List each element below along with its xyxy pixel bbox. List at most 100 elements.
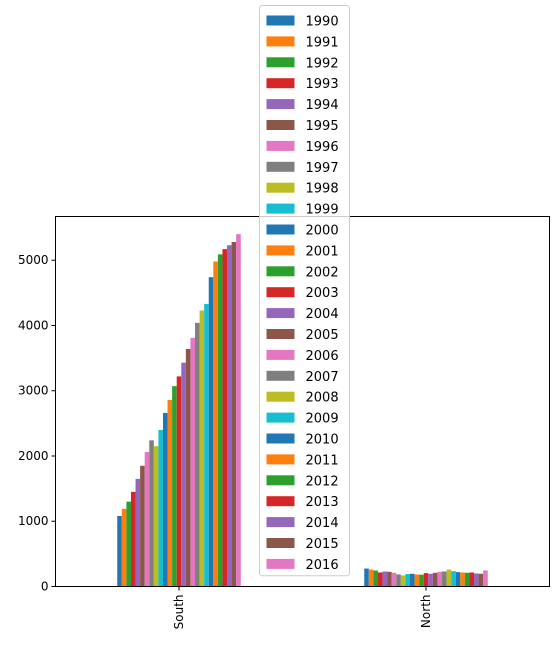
bar-south-2013 bbox=[222, 249, 228, 587]
bar-north-2015 bbox=[478, 573, 484, 587]
bar-north-2016 bbox=[483, 570, 488, 587]
bar-north-2013 bbox=[469, 572, 475, 587]
bar-south-2004 bbox=[181, 362, 186, 587]
bar-south-1995 bbox=[140, 465, 145, 587]
bar-north-2003 bbox=[423, 573, 429, 587]
bar-north-2009 bbox=[451, 571, 456, 587]
legend-label-2013: 2013 bbox=[306, 495, 339, 510]
legend-label-1994: 1994 bbox=[306, 98, 339, 113]
bar-south-2014 bbox=[227, 245, 232, 587]
bar-south-2005 bbox=[185, 348, 191, 587]
legend-label-1999: 1999 bbox=[306, 203, 339, 218]
bar-south-2002 bbox=[172, 386, 177, 587]
legend-label-1996: 1996 bbox=[306, 140, 339, 155]
bar-south-2011 bbox=[213, 261, 218, 587]
legend-label-1995: 1995 bbox=[306, 119, 339, 134]
bar-south-1991 bbox=[121, 508, 127, 587]
legend-swatch-2009 bbox=[266, 412, 295, 423]
bar-south-1994 bbox=[135, 478, 141, 587]
legend-swatch-2003 bbox=[266, 287, 295, 298]
bar-south-1992 bbox=[126, 501, 131, 587]
legend-swatch-2000 bbox=[266, 224, 295, 235]
bar-north-2000 bbox=[409, 573, 415, 587]
y-tick-label: 3000 bbox=[18, 384, 49, 398]
y-axis: 0 1000 2000 3000 4000 5000 bbox=[18, 253, 56, 594]
legend-label-2015: 2015 bbox=[306, 537, 339, 552]
legend-swatch-2011 bbox=[266, 454, 295, 465]
legend-label-2009: 2009 bbox=[306, 412, 339, 427]
y-tick-label: 4000 bbox=[18, 318, 49, 332]
legend-label-1993: 1993 bbox=[306, 77, 339, 92]
y-tick-label: 1000 bbox=[18, 514, 49, 528]
legend-swatch-1996 bbox=[266, 140, 295, 151]
legend-swatch-1999 bbox=[266, 203, 295, 214]
legend-swatch-2013 bbox=[266, 496, 295, 507]
legend-label-1992: 1992 bbox=[306, 56, 339, 71]
bar-north-1990 bbox=[364, 568, 369, 587]
legend-swatch-2006 bbox=[266, 349, 295, 360]
bar-south-1997 bbox=[149, 440, 154, 587]
legend-label-2008: 2008 bbox=[306, 391, 339, 406]
bar-south-1998 bbox=[153, 446, 159, 587]
legend-swatch-2014 bbox=[266, 517, 295, 528]
y-tick-label: 2000 bbox=[18, 449, 49, 463]
legend-label-2006: 2006 bbox=[306, 349, 339, 364]
legend-label-2010: 2010 bbox=[306, 433, 339, 448]
bar-north-1995 bbox=[387, 571, 392, 587]
legend-label-2001: 2001 bbox=[306, 244, 339, 259]
legend-swatch-2001 bbox=[266, 245, 295, 256]
legend-swatch-2004 bbox=[266, 308, 295, 319]
bar-south-2001 bbox=[167, 399, 173, 587]
legend-swatch-2010 bbox=[266, 433, 295, 444]
legend-label-2004: 2004 bbox=[306, 307, 339, 322]
bar-north-2001 bbox=[414, 574, 420, 587]
legend-label-2014: 2014 bbox=[306, 516, 339, 531]
bar-south-2010 bbox=[208, 277, 214, 587]
legend-swatch-2002 bbox=[266, 266, 295, 277]
bar-south-2012 bbox=[217, 254, 223, 587]
y-tick-label: 0 bbox=[41, 580, 49, 594]
bar-south-1996 bbox=[144, 452, 150, 587]
bar-north-2002 bbox=[419, 574, 424, 587]
bar-north-1992 bbox=[373, 570, 378, 587]
bar-north-2006 bbox=[437, 571, 443, 587]
legend-label-2002: 2002 bbox=[306, 265, 339, 280]
x-axis: South North bbox=[172, 586, 433, 630]
legend-swatch-2015 bbox=[266, 538, 295, 548]
bar-south-2006 bbox=[190, 337, 196, 587]
legend-label-2012: 2012 bbox=[306, 474, 339, 489]
legend-label-1991: 1991 bbox=[306, 35, 339, 50]
legend-swatch-1992 bbox=[266, 57, 295, 68]
bar-north-2011 bbox=[460, 572, 465, 587]
bar-south-1990 bbox=[117, 516, 122, 587]
legend-label-2005: 2005 bbox=[306, 328, 339, 343]
bar-south-2009 bbox=[204, 303, 209, 587]
bar-north-2004 bbox=[428, 573, 433, 587]
legend-swatch-1994 bbox=[266, 99, 295, 110]
legend-label-2000: 2000 bbox=[306, 224, 339, 239]
legend-label-1998: 1998 bbox=[306, 182, 339, 197]
x-tick-label-south: South bbox=[172, 595, 186, 630]
bar-south-2016 bbox=[236, 234, 241, 587]
legend-label-2016: 2016 bbox=[306, 558, 339, 573]
bar-north-1996 bbox=[391, 572, 397, 587]
bar-south-2015 bbox=[231, 241, 237, 587]
bar-south-1993 bbox=[130, 491, 136, 587]
bar-south-2000 bbox=[162, 412, 168, 587]
bar-south-1999 bbox=[158, 429, 163, 587]
bar-north-1998 bbox=[400, 575, 406, 587]
bar-north-1994 bbox=[382, 571, 388, 587]
legend-swatch-1997 bbox=[266, 161, 295, 172]
bar-south-2003 bbox=[176, 376, 182, 587]
legend-label-1990: 1990 bbox=[306, 15, 339, 30]
legend-label-2003: 2003 bbox=[306, 286, 339, 301]
legend-label-2011: 2011 bbox=[306, 453, 339, 468]
bars-group bbox=[117, 234, 488, 587]
legend-swatch-2007 bbox=[266, 370, 295, 381]
legend-swatch-2008 bbox=[266, 391, 295, 402]
bar-north-1999 bbox=[405, 574, 410, 587]
legend-swatch-1995 bbox=[266, 120, 295, 130]
bar-north-1991 bbox=[368, 569, 374, 587]
legend-swatch-2012 bbox=[266, 475, 295, 486]
bar-north-2014 bbox=[474, 573, 479, 587]
